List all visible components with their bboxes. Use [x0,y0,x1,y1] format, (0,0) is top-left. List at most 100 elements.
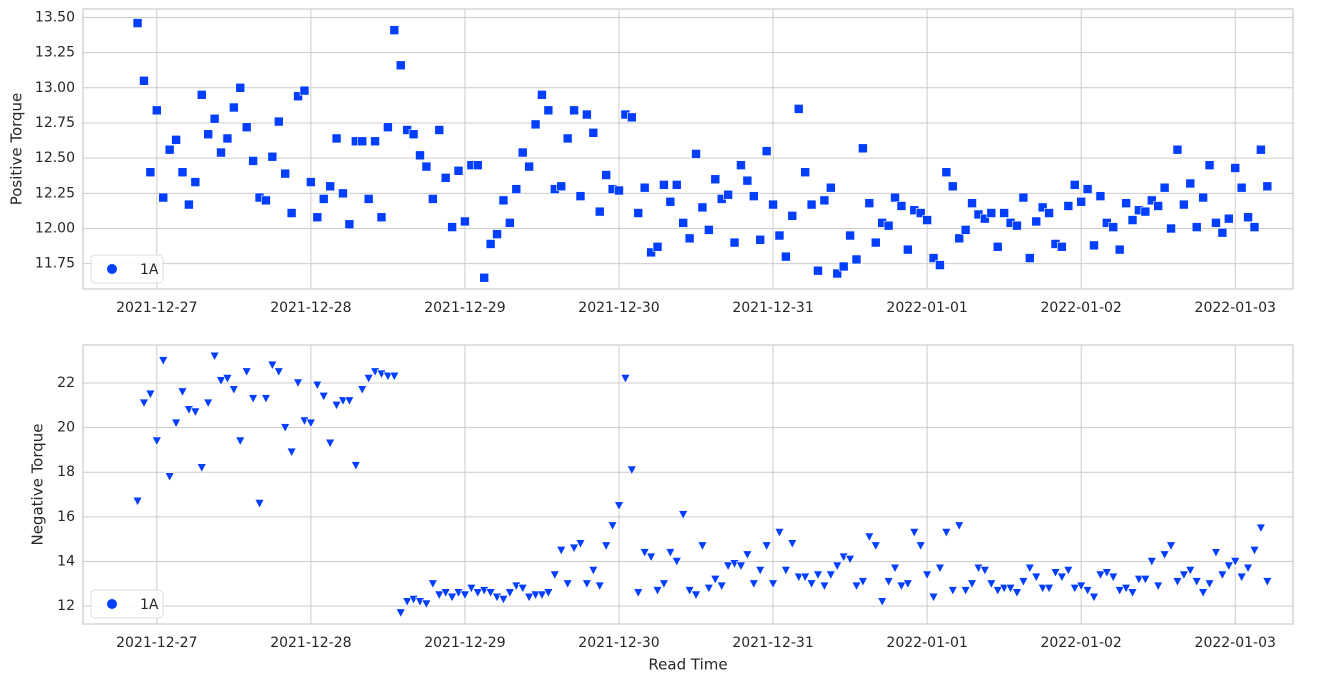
marker [344,396,355,406]
marker [1114,244,1125,255]
marker [164,144,175,155]
marker [1236,572,1247,583]
marker [286,447,297,458]
legend-box [90,254,164,284]
marker [1018,192,1029,203]
marker [588,566,599,576]
x-tick-label: 2022-01-03 [1195,300,1276,316]
marker [228,385,239,395]
legend: 1A [90,254,164,284]
marker [812,570,823,581]
x-tick-label: 2021-12-31 [732,635,813,651]
x-tick-label: 2022-01-02 [1040,635,1121,651]
marker [1204,579,1215,589]
marker [203,129,213,140]
marker [1082,586,1093,596]
marker [1249,222,1260,232]
legend: 1A [90,589,164,619]
legend-marker [107,264,117,274]
marker [306,177,316,187]
marker [196,90,207,100]
marker [928,253,939,263]
marker [774,528,785,538]
marker [235,436,246,447]
marker [704,225,714,235]
marker [151,436,162,447]
marker [870,237,881,248]
marker [1069,180,1080,190]
marker [479,272,489,283]
marker [1018,577,1029,587]
marker [742,550,753,560]
marker [177,167,188,178]
y-axis-label: Negative Torque [29,423,47,545]
marker [190,407,201,418]
plot-frame [82,8,1294,290]
marker [768,199,778,210]
marker [132,496,143,507]
marker [498,195,509,206]
marker [1179,199,1189,210]
marker [1153,581,1164,592]
marker [748,579,759,589]
marker [145,167,156,178]
marker [325,438,336,449]
x-tick-label: 2021-12-31 [732,300,813,316]
marker [241,367,252,377]
marker [293,91,303,102]
marker [857,577,868,587]
marker [1198,192,1208,203]
marker [729,237,740,248]
marker [1262,181,1273,192]
marker [1082,184,1093,194]
marker [1172,144,1183,155]
marker [581,579,592,589]
marker [967,579,978,589]
marker [813,265,823,276]
marker [338,188,348,199]
marker [1037,202,1048,213]
marker [1057,241,1067,252]
marker [453,166,464,176]
marker [594,581,605,592]
y-tick-label: 11.75 [35,256,75,272]
marker [504,588,515,598]
y-tick-label: 18 [57,464,75,480]
marker [1025,253,1035,263]
marker [1153,201,1163,211]
marker [819,195,830,206]
marker [1230,557,1241,567]
marker [883,577,894,587]
marker [248,394,259,404]
marker [363,374,374,384]
marker [902,579,913,589]
marker [1095,570,1106,581]
marker [1243,563,1254,574]
y-tick-label: 13.00 [35,80,75,96]
marker [511,184,522,194]
marker [736,160,746,170]
marker [1256,144,1266,155]
marker [806,579,817,589]
marker [1095,191,1106,201]
marker [1230,163,1241,173]
marker [575,191,586,201]
x-tick-label: 2021-12-29 [424,300,505,316]
marker [543,105,554,116]
marker [903,244,913,255]
marker [1108,572,1119,583]
marker [472,588,483,598]
marker [357,136,368,147]
marker [832,561,843,572]
marker [357,385,368,395]
marker [787,211,798,221]
marker [1063,201,1074,211]
marker [1146,195,1157,206]
x-tick-label: 2022-01-02 [1040,300,1121,316]
marker [697,202,708,213]
marker [524,161,534,172]
marker [517,583,528,594]
marker [408,129,419,140]
marker [190,177,201,187]
marker [427,579,438,589]
